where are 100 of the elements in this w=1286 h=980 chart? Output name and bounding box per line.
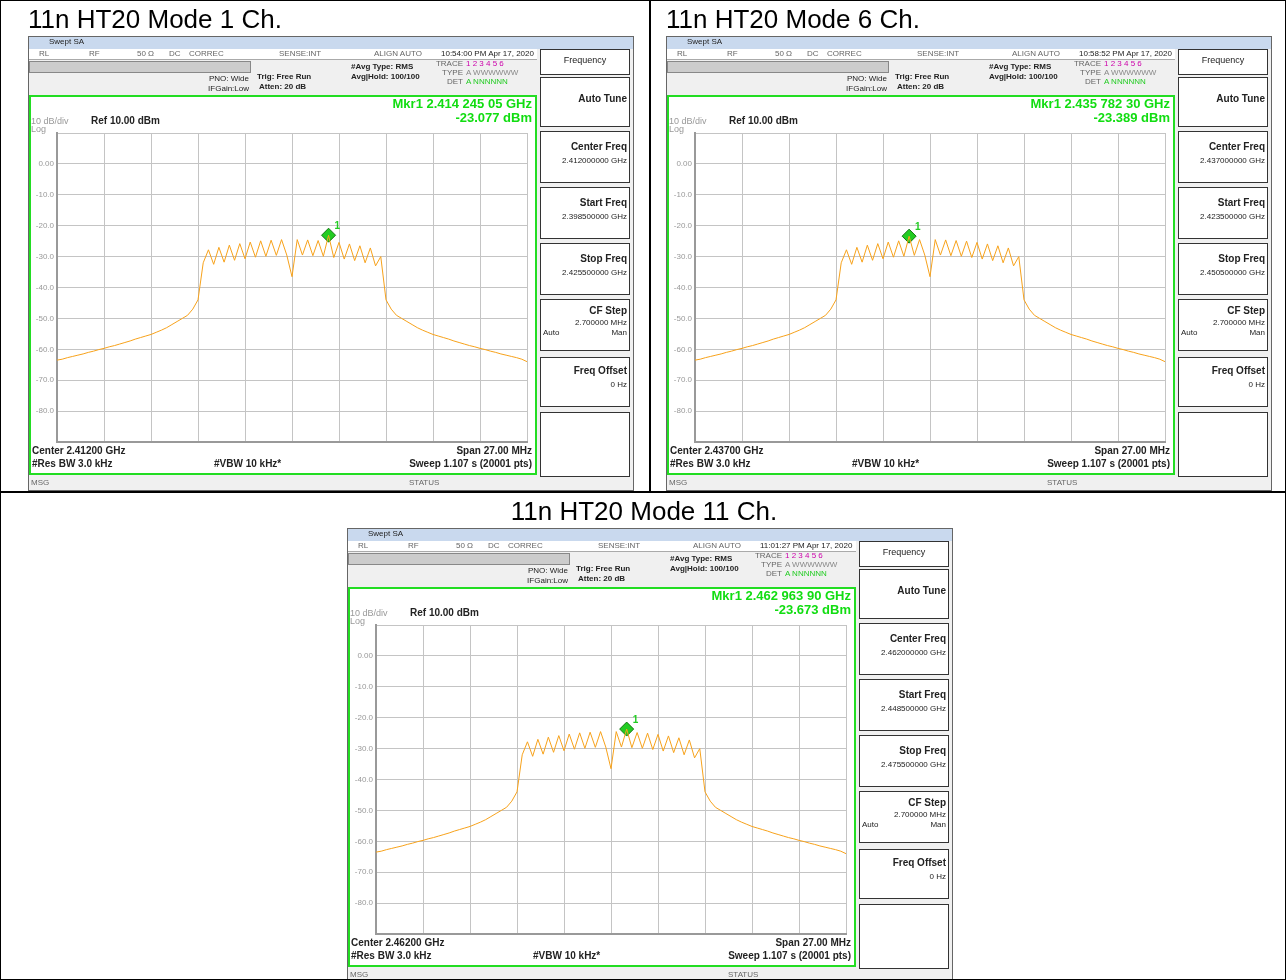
text: RL [358,541,370,551]
text: CORREC [508,541,544,551]
text: Man [929,820,946,830]
text: ALIGN AUTO [693,541,741,550]
text: 10:54:00 PM Apr 17, 2020 [441,49,535,59]
text: 2.437000000 GHz [1199,156,1265,166]
text: Atten: 20 dB [259,82,308,92]
chart-title: 11n HT20 Mode 6 Ch. [666,4,920,35]
y-tick-label: -20.0 [35,220,55,230]
y-tick-label: 0.00 [357,651,374,661]
text: TRACE [1072,59,1101,69]
text: 2.700000 MHz [892,810,946,820]
text: #Avg Type: RMS [989,62,1052,71]
text: TYPE [760,560,782,570]
series-label: 1 [334,220,341,232]
y-tick-label: -10.0 [354,682,374,691]
text: MSG [669,478,689,488]
y-tick-label: -80.0 [35,406,55,416]
text: Log [350,616,367,627]
text: Auto Tune [577,93,627,104]
text: A NNNNNN [1104,77,1147,87]
text: Span 27.00 MHz [1093,445,1170,456]
text: Mkr1 2.414 245 05 GHz [391,96,532,112]
text: Start Freq [1216,197,1265,208]
text: Start Freq [897,689,946,700]
text: #VBW 10 kHz* [214,458,283,469]
y-tick-label: -50.0 [354,805,374,815]
text: Span 27.00 MHz [455,445,532,456]
y-tick-label: -20.0 [354,712,374,722]
text: Frequency [881,547,927,558]
text: Trig: Free Run [257,72,313,82]
text: Auto [543,328,561,338]
text: 1 2 3 4 5 6 [1104,59,1143,69]
text: Center Freq [569,141,627,152]
text: Freq Offset [891,857,946,868]
text: Freq Offset [572,365,627,376]
text: MSG [31,478,51,488]
text: ALIGN AUTO [1012,49,1060,58]
text: -23.389 dBm [1092,110,1170,126]
text: DET [446,77,463,87]
text: Avg|Hold: 100/100 [989,72,1058,81]
y-tick-label: -80.0 [673,406,693,416]
text: Center Freq [1207,141,1265,152]
text: RF [89,49,101,59]
text: 1 2 3 4 5 6 [785,551,824,561]
text: Auto [1181,328,1199,338]
y-tick-label: -50.0 [673,313,693,323]
y-tick-label: -20.0 [673,220,693,230]
text: STATUS [1047,478,1079,488]
text: Swept SA [368,529,405,539]
text: Sweep 1.107 s (20001 pts) [727,950,851,961]
text: 50 Ω [775,49,794,59]
text: #Res BW 3.0 kHz [351,950,433,961]
text: Center 2.41200 GHz [32,445,127,456]
text: CF Step [907,797,946,808]
text: 2.425500000 GHz [561,268,627,278]
text: Log [669,124,686,135]
chart-title: 11n HT20 Mode 11 Ch. [509,496,779,527]
text: Ref 10.00 dBm [91,115,161,126]
y-tick-label: -10.0 [35,190,55,199]
text: Mkr1 2.435 782 30 GHz [1029,96,1170,112]
text: IFGain:Low [526,576,568,586]
text: -23.673 dBm [773,602,851,618]
text: 2.398500000 GHz [561,212,627,222]
y-tick-label: -30.0 [354,743,374,753]
y-tick-label: -60.0 [354,836,374,846]
text: DC [488,541,500,550]
y-tick-label: -40.0 [35,282,55,292]
text: Center 2.43700 GHz [670,445,765,456]
text: RL [677,49,689,59]
text: Auto Tune [896,585,946,596]
text: Stop Freq [898,745,946,756]
text: Mkr1 2.462 963 90 GHz [710,588,851,604]
y-tick-label: -60.0 [35,344,55,354]
y-tick-label: -40.0 [354,774,374,784]
text: Sweep 1.107 s (20001 pts) [1046,458,1170,469]
text: Frequency [562,55,608,66]
text: Ref 10.00 dBm [410,607,480,618]
text: SENSE:INT [279,49,323,59]
text: 10 dB/div [350,608,389,618]
text: 2.423500000 GHz [1199,212,1265,222]
text: TRACE [753,551,782,561]
text: 10 dB/div [669,116,708,126]
text: Trig: Free Run [895,72,951,82]
text: 10 dB/div [31,116,70,126]
text: IFGain:Low [207,84,249,94]
text: Auto Tune [1215,93,1265,104]
text: Man [610,328,627,338]
text: Freq Offset [1210,365,1265,376]
text: A NNNNNN [466,77,509,87]
text: IFGain:Low [845,84,887,94]
text: Frequency [1200,55,1246,66]
text: SENSE:INT [917,49,961,59]
text: Auto [862,820,880,830]
text: A NNNNNN [785,569,828,579]
text: 2.475500000 GHz [880,760,946,770]
text: A WWWWWW [785,560,839,570]
series-label: 1 [915,221,922,233]
text: #VBW 10 kHz* [852,458,921,469]
text: 0 Hz [1247,380,1265,390]
